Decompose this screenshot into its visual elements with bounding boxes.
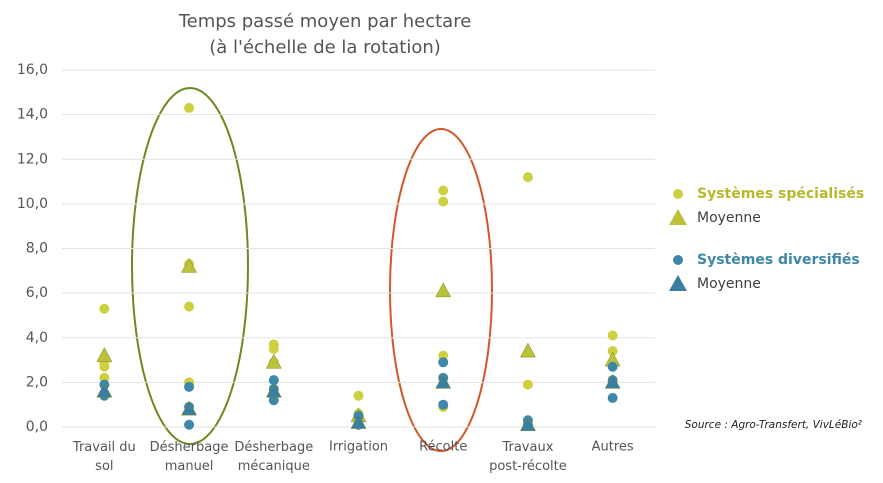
dot xyxy=(184,102,195,113)
y-tick-label: 12,0 xyxy=(17,151,48,167)
legend-label: Systèmes spécialisés xyxy=(697,186,864,202)
dot xyxy=(607,346,618,357)
y-tick-label: 6,0 xyxy=(26,285,48,301)
x-tick-label: Travaux post-récolte xyxy=(489,440,567,474)
mean-marker xyxy=(520,342,536,358)
x-tick-label: Désherbage manuel xyxy=(150,440,229,474)
dot xyxy=(99,361,110,372)
dot xyxy=(438,185,449,196)
y-tick-label: 0,0 xyxy=(26,419,48,435)
mean-marker xyxy=(181,400,197,416)
dot xyxy=(607,330,618,341)
dot xyxy=(184,381,195,392)
dot xyxy=(522,172,533,183)
legend-marker xyxy=(669,209,687,225)
source-note: Source : Agro-Transfert, VivLéBio² xyxy=(685,419,863,431)
x-tick-label: Irrigation xyxy=(329,440,388,455)
mean-marker xyxy=(265,382,282,398)
x-tick-label: Désherbage mécanique xyxy=(234,440,313,474)
mean-marker xyxy=(604,373,621,389)
dot xyxy=(268,343,279,354)
legend-marker xyxy=(669,275,687,291)
y-tick-label: 10,0 xyxy=(17,196,48,212)
dot xyxy=(438,357,449,368)
highlight-ellipse xyxy=(131,87,249,445)
legend-label: Systèmes diversifiés xyxy=(697,252,860,268)
highlight-ellipse xyxy=(389,128,493,452)
x-tick-label: Travail du sol xyxy=(72,440,136,474)
legend-label: Moyenne xyxy=(697,210,761,226)
y-tick-label: 16,0 xyxy=(17,62,48,78)
dot xyxy=(353,390,364,401)
chart-title: Temps passé moyen par hectare (à l'échell… xyxy=(178,11,472,58)
mean-marker xyxy=(96,382,113,398)
y-tick-label: 14,0 xyxy=(17,107,48,123)
mean-marker xyxy=(265,353,282,369)
dot xyxy=(607,361,618,372)
mean-marker xyxy=(96,347,113,362)
legend-label: Moyenne xyxy=(697,276,761,292)
x-tick-label: Récolte xyxy=(419,440,467,455)
mean-marker xyxy=(435,282,452,298)
dot xyxy=(268,375,279,386)
legend-marker xyxy=(673,255,683,265)
dot xyxy=(607,392,618,403)
dot xyxy=(438,399,449,410)
x-tick-label: Autres xyxy=(592,440,634,455)
y-tick-label: 2,0 xyxy=(26,374,48,390)
dot xyxy=(99,303,110,314)
mean-marker xyxy=(181,257,197,273)
mean-marker xyxy=(520,416,536,432)
dot xyxy=(184,301,195,312)
dot xyxy=(522,379,533,390)
mean-marker xyxy=(435,373,452,389)
dot xyxy=(268,395,279,406)
legend-marker xyxy=(673,189,683,199)
dot xyxy=(438,196,449,207)
y-tick-label: 4,0 xyxy=(26,330,48,346)
y-tick-label: 8,0 xyxy=(26,241,48,257)
mean-marker xyxy=(350,414,367,429)
dot xyxy=(184,419,195,430)
